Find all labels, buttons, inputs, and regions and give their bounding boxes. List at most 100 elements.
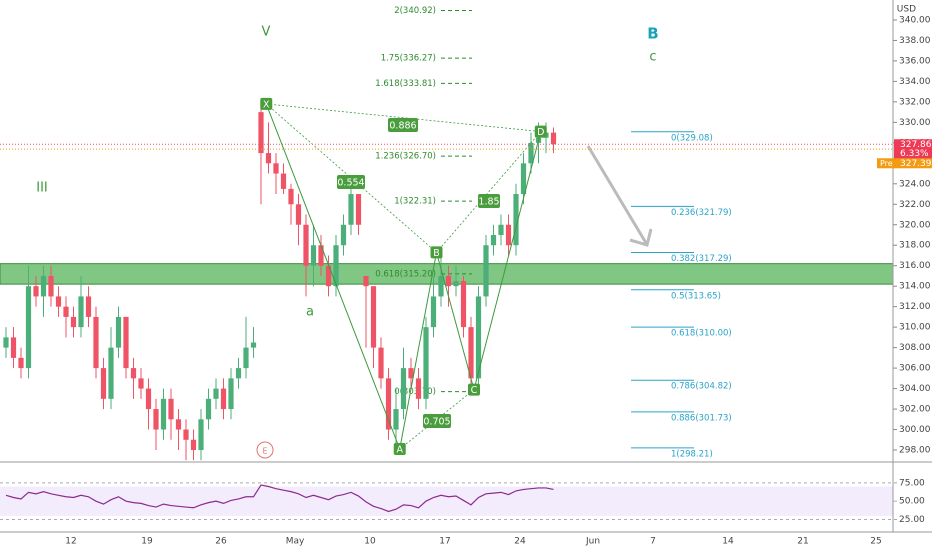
x-tick-label: 10 <box>364 537 376 547</box>
fib-label: 0(303.70) <box>394 387 436 397</box>
last-price-box <box>894 139 932 160</box>
y-tick-label: 314.00 <box>899 282 931 292</box>
candle-body <box>55 296 62 307</box>
candle-body <box>250 342 257 348</box>
candle-body <box>370 286 377 348</box>
candle-body <box>228 378 234 410</box>
rsi-tick-label: 25.00 <box>899 515 925 525</box>
x-tick-label: Jun <box>585 537 600 547</box>
candle-body <box>378 347 384 379</box>
wave-label: a <box>306 305 314 320</box>
candle-body <box>475 296 482 379</box>
x-tick-label: 24 <box>514 537 526 547</box>
fib-label: 0.5(313.65) <box>671 291 721 301</box>
candle-body <box>295 204 302 225</box>
candle-body <box>400 368 407 410</box>
y-tick-label: 300.00 <box>899 425 931 435</box>
candle-body <box>190 439 197 451</box>
x-tick-label: 26 <box>215 537 227 547</box>
fib-label: 0.886(301.73) <box>671 413 732 423</box>
pattern-line <box>436 252 475 390</box>
candle-body <box>160 398 167 430</box>
candle-body <box>340 224 347 246</box>
y-tick-label: 332.00 <box>899 97 931 107</box>
wave-label: III <box>36 181 48 196</box>
pattern-line <box>399 252 437 450</box>
fib-label: 0.618(315.20) <box>375 269 436 279</box>
candle-body <box>78 296 84 328</box>
y-tick-label: 316.00 <box>899 261 931 271</box>
candle-body <box>385 378 392 430</box>
pattern-line <box>266 103 541 132</box>
candle-body <box>33 286 39 297</box>
wave-label: V <box>262 25 271 40</box>
candle-body <box>93 316 99 369</box>
y-tick-label: 322.00 <box>899 200 931 210</box>
pattern-label: A <box>397 444 404 455</box>
y-tick-label: 334.00 <box>899 77 931 87</box>
candle-body <box>445 275 452 287</box>
candle-body <box>453 281 459 287</box>
pattern-label: X <box>263 99 270 110</box>
y-tick-label: 310.00 <box>899 323 931 333</box>
y-tick-label: 302.00 <box>899 405 931 415</box>
candle-body <box>25 286 32 369</box>
fib-label: 0.618(310.00) <box>671 329 732 339</box>
x-tick-label: 21 <box>797 537 808 547</box>
candle-body <box>288 188 294 205</box>
candle-body <box>423 327 429 399</box>
candle-body <box>363 275 369 287</box>
candle-body <box>235 368 242 379</box>
fib-label: 0(329.08) <box>671 133 713 143</box>
change-label: 6.33% <box>900 149 929 159</box>
candle-body <box>153 409 159 430</box>
x-tick-label: 19 <box>141 537 153 547</box>
candle-body <box>483 245 489 297</box>
ratio-box <box>423 414 451 428</box>
candle-body <box>550 132 557 145</box>
candle-body <box>438 275 444 297</box>
candle-body <box>528 142 534 164</box>
rsi-band <box>0 486 893 516</box>
candle-body <box>18 357 24 369</box>
candle-body <box>3 337 9 348</box>
candle-body <box>198 419 204 451</box>
candle-body <box>145 388 152 410</box>
fib-label: 0.236(321.79) <box>671 208 732 218</box>
x-tick-label: 12 <box>65 537 76 547</box>
candle-body <box>70 316 77 328</box>
pattern-line <box>265 103 401 450</box>
candle-body <box>513 194 519 246</box>
fib-label: 2(340.92) <box>394 6 436 16</box>
event-label: E <box>262 447 267 456</box>
pre-label: 327.39 <box>900 159 932 169</box>
event-marker[interactable] <box>256 441 274 459</box>
x-tick-label: 7 <box>650 537 656 547</box>
wave-label: B <box>647 25 658 43</box>
y-tick-label: 320.00 <box>899 220 931 230</box>
candle-body <box>505 224 512 246</box>
candle-body <box>355 194 362 225</box>
candle-body <box>243 347 249 369</box>
candle-body <box>273 163 279 174</box>
y-tick-label: 308.00 <box>899 343 931 353</box>
pattern-line <box>436 131 542 253</box>
y-tick-label: 312.00 <box>899 302 931 312</box>
candle-body <box>213 388 219 399</box>
x-tick-label: May <box>286 537 305 547</box>
candle-body <box>205 398 212 420</box>
ratio-label: 0.886 <box>389 121 416 132</box>
candle-body <box>348 194 354 225</box>
candle-body <box>490 234 497 246</box>
pre-box <box>877 158 932 169</box>
fib-label: 1(322.31) <box>394 197 436 207</box>
candle-body <box>318 245 324 266</box>
fib-label: 0.786(304.82) <box>671 382 732 392</box>
fib-label: 1.236(326.70) <box>375 152 436 162</box>
y-tick-label: 338.00 <box>899 36 931 46</box>
candle-body <box>168 398 174 420</box>
candle-body <box>115 316 122 348</box>
candle-body <box>63 306 69 317</box>
arrow-head <box>629 228 653 247</box>
pattern-point <box>393 442 406 455</box>
